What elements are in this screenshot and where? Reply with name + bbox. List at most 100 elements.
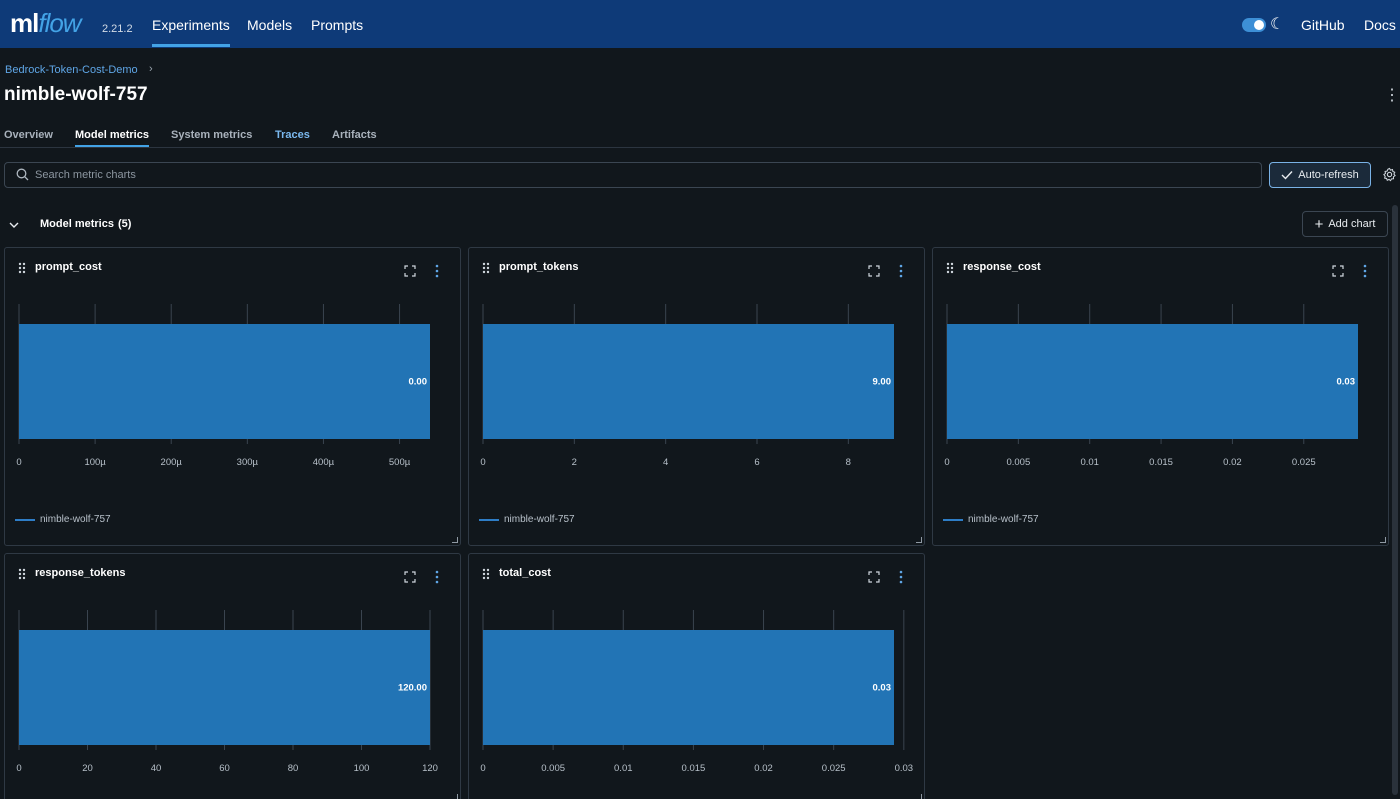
fullscreen-icon[interactable]: [404, 571, 416, 583]
x-tick-label: 0: [480, 763, 485, 774]
x-tick-label: 60: [219, 763, 230, 774]
x-tick-label: 40: [151, 763, 162, 774]
x-tick-label: 0.025: [1292, 457, 1316, 468]
moon-icon: ☾: [1270, 16, 1285, 33]
chart-plot: 0 2 4 6 8 9.00: [480, 304, 894, 468]
nav-models[interactable]: Models: [247, 17, 293, 33]
chart-menu-icon[interactable]: [899, 264, 903, 278]
chart-title: total_cost: [499, 567, 551, 579]
logo-ml-text: ml: [10, 8, 39, 38]
x-tick-label: 80: [288, 763, 299, 774]
chevron-down-icon[interactable]: [8, 219, 20, 231]
plus-icon: +: [1314, 215, 1324, 233]
chart-menu-icon[interactable]: [899, 570, 903, 584]
resize-handle-icon[interactable]: [452, 794, 458, 799]
fullscreen-icon[interactable]: [1332, 265, 1344, 277]
page-scrollbar[interactable]: [1392, 205, 1398, 795]
chart-card-prompt-cost: prompt_cost 0 100µ 200µ 300µ 400µ 500µ 0.00 ni…: [4, 247, 461, 546]
x-tick-label: 200µ: [161, 457, 183, 468]
x-tick-label: 0: [16, 457, 21, 468]
x-tick-label: 20: [82, 763, 93, 774]
breadcrumb-separator: ›: [149, 63, 153, 75]
x-tick-label: 0.005: [541, 763, 565, 774]
x-tick-label: 0: [16, 763, 21, 774]
legend-label: nimble-wolf-757: [40, 514, 111, 525]
chart-menu-icon[interactable]: [435, 264, 439, 278]
bar-value-label: 120.00: [398, 683, 427, 694]
x-tick-label: 0.01: [614, 763, 633, 774]
search-box: [4, 162, 1262, 188]
chart-title: prompt_cost: [35, 261, 102, 273]
nav-prompts[interactable]: Prompts: [311, 17, 364, 33]
check-icon: [1281, 171, 1293, 180]
top-nav: ml flow 2.21.2 Experiments Models Prompt…: [0, 0, 1400, 48]
tab-traces[interactable]: Traces: [275, 129, 310, 141]
chart-menu-icon[interactable]: [1363, 264, 1367, 278]
run-tabs: Overview Model metrics System metrics Tr…: [0, 126, 1400, 148]
x-tick-label: 500µ: [389, 457, 411, 468]
resize-handle-icon[interactable]: [1380, 537, 1386, 543]
theme-toggle[interactable]: [1242, 18, 1266, 32]
drag-handle-icon[interactable]: [946, 262, 954, 274]
x-tick-label: 0.005: [1006, 457, 1030, 468]
logo-flow-text: flow: [38, 8, 81, 38]
search-input[interactable]: [35, 166, 1245, 184]
legend-label: nimble-wolf-757: [504, 514, 575, 525]
x-tick-label: 0.015: [682, 763, 706, 774]
auto-refresh-button[interactable]: Auto-refresh: [1269, 162, 1371, 188]
metric-bar[interactable]: [483, 324, 894, 439]
drag-handle-icon[interactable]: [482, 568, 490, 580]
x-tick-label: 0: [944, 457, 949, 468]
x-tick-label: 400µ: [313, 457, 335, 468]
tab-artifacts[interactable]: Artifacts: [332, 129, 377, 141]
chart-legend[interactable]: nimble-wolf-757: [15, 514, 111, 525]
breadcrumb-experiment[interactable]: Bedrock-Token-Cost-Demo: [5, 64, 138, 76]
resize-handle-icon[interactable]: [452, 537, 458, 543]
metric-bar[interactable]: [19, 630, 430, 745]
fullscreen-icon[interactable]: [868, 265, 880, 277]
nav-experiments[interactable]: Experiments: [152, 17, 230, 47]
resize-handle-icon[interactable]: [916, 537, 922, 543]
page-title: nimble-wolf-757: [4, 84, 148, 105]
chart-menu-icon[interactable]: [435, 570, 439, 584]
chart-card-response-tokens: response_tokens 0 20 40 60 80 100 120 120.00: [4, 553, 461, 799]
add-chart-button[interactable]: + Add chart: [1302, 211, 1388, 237]
x-tick-label: 120: [422, 763, 438, 774]
fullscreen-icon[interactable]: [868, 571, 880, 583]
legend-swatch: [15, 518, 35, 521]
x-tick-label: 0.03: [895, 763, 914, 774]
section-count: (5): [118, 218, 132, 230]
x-tick-label: 0.01: [1080, 457, 1099, 468]
legend-swatch: [479, 518, 499, 521]
chart-legend[interactable]: nimble-wolf-757: [479, 514, 575, 525]
fullscreen-icon[interactable]: [404, 265, 416, 277]
metric-bar[interactable]: [947, 324, 1358, 439]
chart-title: response_tokens: [35, 567, 126, 579]
legend-label: nimble-wolf-757: [968, 514, 1039, 525]
chart-plot: 0 0.005 0.01 0.015 0.02 0.025 0.03: [944, 304, 1358, 468]
mlflow-logo[interactable]: ml flow: [10, 8, 82, 39]
tab-overview[interactable]: Overview: [4, 129, 53, 141]
chart-legend[interactable]: nimble-wolf-757: [943, 514, 1039, 525]
run-more-icon[interactable]: ⋮: [1384, 87, 1400, 104]
chart-card-prompt-tokens: prompt_tokens 0 2 4 6 8 9.00 nimble-wolf-757: [468, 247, 925, 546]
metric-bar[interactable]: [483, 630, 894, 745]
x-tick-label: 300µ: [237, 457, 259, 468]
x-tick-label: 0.02: [1223, 457, 1242, 468]
bar-value-label: 9.00: [873, 377, 892, 388]
x-tick-label: 100: [354, 763, 370, 774]
resize-handle-icon[interactable]: [916, 794, 922, 799]
bar-value-label: 0.03: [1337, 377, 1356, 388]
drag-handle-icon[interactable]: [482, 262, 490, 274]
drag-handle-icon[interactable]: [18, 568, 26, 580]
tab-system-metrics[interactable]: System metrics: [171, 129, 253, 141]
nav-github[interactable]: GitHub: [1301, 17, 1345, 33]
tab-model-metrics[interactable]: Model metrics: [75, 129, 149, 147]
search-icon: [16, 168, 29, 181]
section-title: Model metrics: [40, 218, 114, 230]
nav-docs[interactable]: Docs: [1364, 17, 1396, 33]
drag-handle-icon[interactable]: [18, 262, 26, 274]
metric-bar[interactable]: [19, 324, 430, 439]
gear-icon[interactable]: [1382, 167, 1397, 182]
chart-plot: 0 0.005 0.01 0.015 0.02 0.025 0.03 0.03: [480, 610, 914, 774]
